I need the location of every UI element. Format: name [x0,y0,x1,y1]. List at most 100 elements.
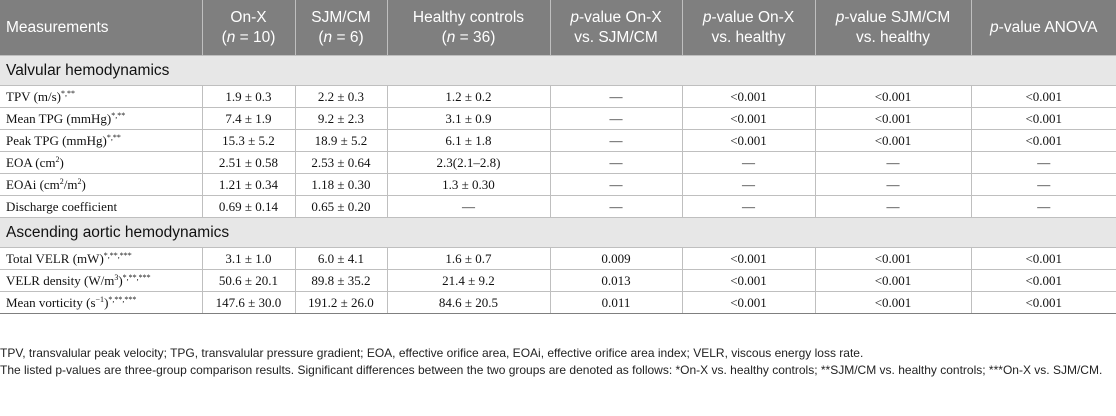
significance-marker: *,** [61,88,76,98]
column-header: p-value ANOVA [971,0,1116,56]
table-cell: — [814,195,972,218]
table-cell: 0.011 [549,291,683,314]
table-cell: 1.3 ± 0.30 [386,173,551,196]
table-cell: 6.0 ± 4.1 [294,247,388,270]
table-cell: <0.001 [970,291,1116,314]
table-cell: 1.9 ± 0.3 [201,85,296,108]
table-cell: <0.001 [970,129,1116,152]
row-label: Mean TPG (mmHg)*,** [0,107,203,130]
table-cell: <0.001 [681,85,816,108]
column-header: Healthy controls (n = 36) [387,0,551,56]
italic-p: p [835,8,845,26]
header-row: Measurements On-X (n = 10) SJM/CM (n = 6) Hea… [0,0,1116,56]
column-header-line-1: p-value On-X [570,8,662,26]
table-cell: 1.18 ± 0.30 [294,173,388,196]
table-row: Mean vorticity (s−1)*,**,*** 147.6 ± 30.0… [0,291,1116,314]
table-cell: 2.2 ± 0.3 [294,85,388,108]
table-cell: — [970,195,1116,218]
table-cell: 0.013 [549,269,683,292]
table-cell: <0.001 [970,269,1116,292]
table-cell: <0.001 [814,291,972,314]
column-header-line-2: (n = 10) [221,28,276,46]
table-row: TPV (m/s)*,** 1.9 ± 0.3 2.2 ± 0.3 1.2 ± 0.2… [0,85,1116,108]
row-label-text: Total VELR (mW) [6,250,104,266]
column-header-line-1: On-X [230,8,267,26]
table-cell: 15.3 ± 5.2 [201,129,296,152]
significance-marker: *,**,*** [108,294,137,304]
table-cell: <0.001 [681,247,816,270]
table-cell: 1.6 ± 0.7 [386,247,551,270]
table-cell: — [549,129,683,152]
section-row: Valvular hemodynamics [0,55,1116,86]
table-cell: <0.001 [970,85,1116,108]
italic-n: n [226,28,236,46]
table-cell: 191.2 ± 26.0 [294,291,388,314]
table-cell: 0.009 [549,247,683,270]
row-label-text: EOAi (cm [6,176,60,192]
italic-n: n [323,28,333,46]
row-label-text: Mean TPG (mmHg) [6,110,112,126]
table-cell: 6.1 ± 1.8 [386,129,551,152]
column-header-line-1: p-value ANOVA [990,18,1098,36]
row-label-end: ) [81,176,86,192]
italic-p: p [990,18,999,36]
row-label: VELR density (W/m3)*,**,*** [0,269,203,292]
table-cell: 7.4 ± 1.9 [201,107,296,130]
row-label: Total VELR (mW)*,**,*** [0,247,203,270]
column-header: On-X (n = 10) [202,0,296,56]
section-title: Ascending aortic hemodynamics [0,217,1116,248]
column-header-line-2: vs. SJM/CM [574,28,658,46]
row-label-text: EOA (cm [6,154,56,170]
column-header: SJM/CM (n = 6) [295,0,388,56]
table-row: EOAi (cm2/m2) 1.21 ± 0.34 1.18 ± 0.30 1.3 ±… [0,173,1116,196]
table-cell: <0.001 [681,129,816,152]
column-header-line-1: p-value SJM/CM [835,8,951,26]
table-row: Discharge coefficient 0.69 ± 0.14 0.65 ± 0… [0,195,1116,218]
table-row: VELR density (W/m3)*,**,*** 50.6 ± 20.1 89… [0,269,1116,292]
column-header: p-value SJM/CM vs. healthy [815,0,972,56]
table-cell: — [549,195,683,218]
table-cell: <0.001 [681,269,816,292]
table-cell: <0.001 [814,269,972,292]
row-label: Mean vorticity (s−1)*,**,*** [0,291,203,314]
table-cell: — [814,151,972,174]
table-footnotes: TPV, transvalular peak velocity; TPG, tr… [0,345,1110,378]
column-header-line-2: (n = 6) [318,28,364,46]
table-cell: — [681,151,816,174]
italic-n: n [446,28,456,46]
table-cell: <0.001 [681,107,816,130]
row-label: TPV (m/s)*,** [0,85,203,108]
significance-marker: *,**,*** [122,272,151,282]
table-cell: 84.6 ± 20.5 [386,291,551,314]
column-header-line-1: Healthy controls [412,8,525,26]
table-cell: <0.001 [970,107,1116,130]
row-label: Discharge coefficient [0,195,203,218]
table-row: Peak TPG (mmHg)*,** 15.3 ± 5.2 18.9 ± 5.2 6… [0,129,1116,152]
column-header: p-value On-X vs. SJM/CM [550,0,683,56]
table-cell: — [681,173,816,196]
table-row: EOA (cm2) 2.51 ± 0.58 2.53 ± 0.64 2.3(2.1–2… [0,151,1116,174]
significance-marker: *,** [106,132,121,142]
row-label-end: ) [104,294,109,310]
row-label-end: ) [118,272,123,288]
row-label: EOA (cm2) [0,151,203,174]
footnote: TPV, transvalular peak velocity; TPG, tr… [0,346,864,360]
column-header-line-2: (n = 36) [441,28,496,46]
column-header: p-value On-X vs. healthy [682,0,816,56]
table-cell: — [814,173,972,196]
table-cell: — [681,195,816,218]
significance-marker: *,** [111,110,126,120]
table-cell: 1.2 ± 0.2 [386,85,551,108]
table-cell: 0.65 ± 0.20 [294,195,388,218]
table-cell: — [549,85,683,108]
table-cell: — [386,195,551,218]
table-cell: <0.001 [814,85,972,108]
table-cell: 3.1 ± 1.0 [201,247,296,270]
row-label-text: TPV (m/s) [6,88,62,104]
section-title: Valvular hemodynamics [0,55,1116,86]
unit-superscript: 2 [77,176,82,186]
table-cell: 2.53 ± 0.64 [294,151,388,174]
measurements-table: Measurements On-X (n = 10) SJM/CM (n = 6) Hea… [0,0,1116,314]
table-cell: <0.001 [970,247,1116,270]
unit-superscript: −1 [95,294,105,304]
